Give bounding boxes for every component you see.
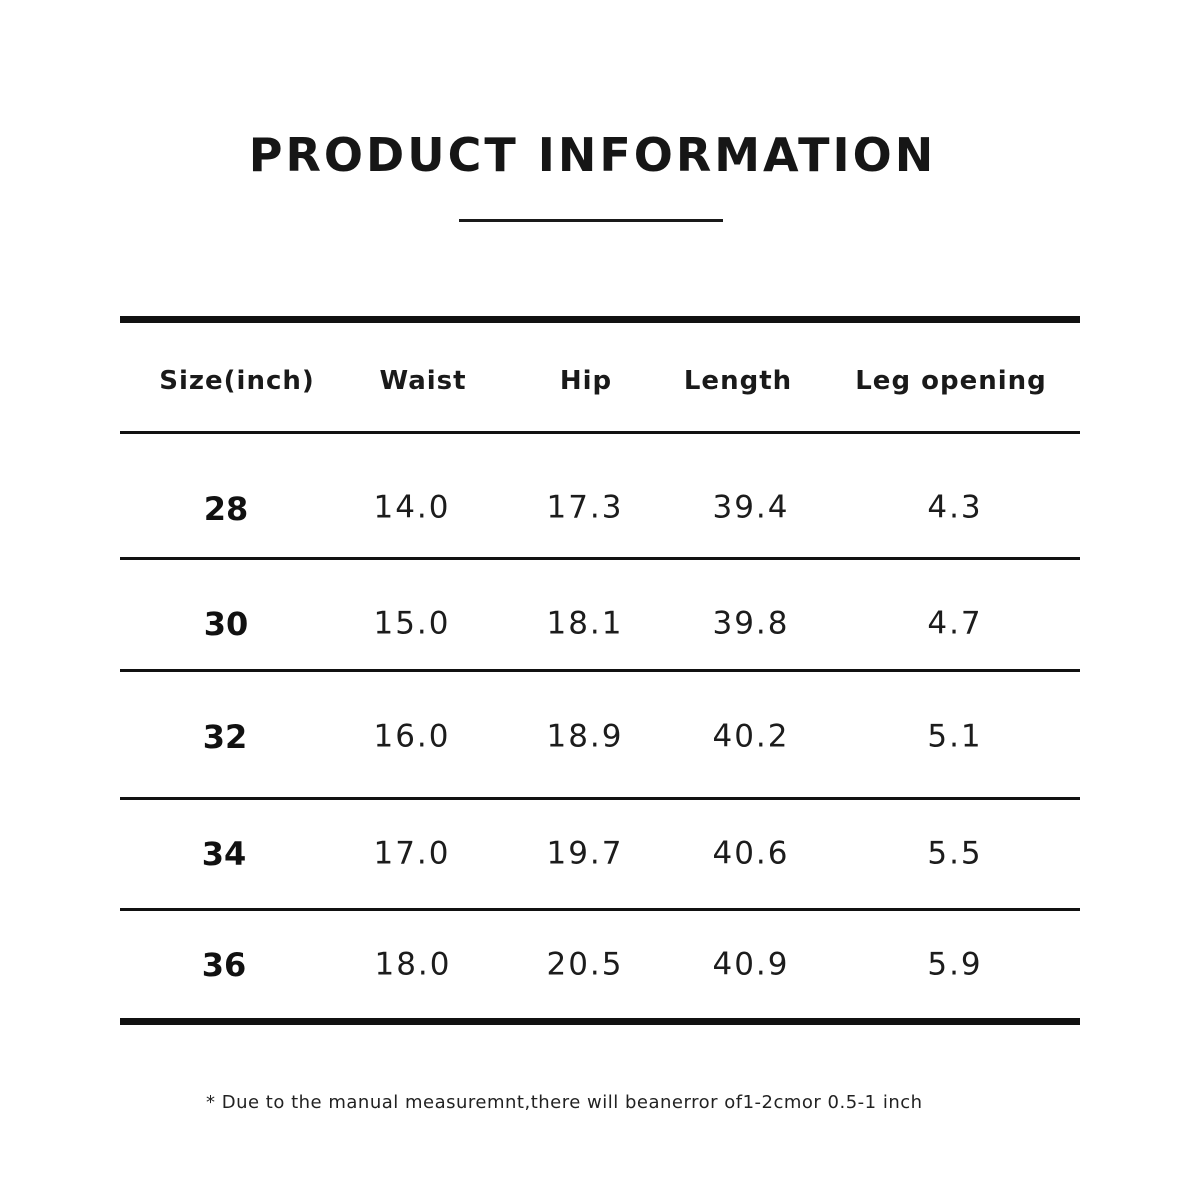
cell-length: 40.9 [712, 946, 790, 983]
cell-size: 34 [201, 835, 247, 873]
title-underline [459, 219, 723, 222]
cell-hip: 17.3 [546, 489, 624, 526]
cell-waist: 17.0 [373, 835, 451, 872]
row-divider [120, 797, 1080, 800]
cell-size: 36 [201, 946, 247, 984]
cell-leg-opening: 5.5 [927, 835, 983, 872]
cell-waist: 14.0 [373, 489, 451, 526]
row-divider [120, 557, 1080, 560]
cell-waist: 18.0 [374, 946, 452, 983]
cell-size: 32 [202, 718, 248, 756]
header-divider [120, 431, 1080, 434]
cell-leg-opening: 5.1 [927, 718, 983, 755]
header-length: Length [683, 366, 793, 396]
cell-hip: 18.1 [546, 605, 624, 642]
cell-leg-opening: 4.7 [927, 605, 983, 642]
cell-length: 40.2 [712, 718, 790, 755]
cell-leg-opening: 5.9 [927, 946, 983, 983]
header-waist: Waist [379, 366, 467, 396]
header-size: Size(inch) [159, 366, 315, 396]
page-title: PRODUCT INFORMATION [248, 128, 937, 182]
cell-hip: 18.9 [546, 718, 624, 755]
cell-waist: 15.0 [373, 605, 451, 642]
cell-leg-opening: 4.3 [927, 489, 983, 526]
cell-length: 39.4 [712, 489, 790, 526]
cell-size: 30 [203, 605, 249, 643]
cell-length: 39.8 [712, 605, 790, 642]
table-top-rule [120, 316, 1080, 323]
cell-hip: 19.7 [546, 835, 624, 872]
row-divider [120, 908, 1080, 911]
header-leg-opening: Leg opening [855, 366, 1047, 396]
cell-length: 40.6 [712, 835, 790, 872]
row-divider [120, 669, 1080, 672]
header-hip: Hip [559, 366, 613, 396]
cell-hip: 20.5 [546, 946, 624, 983]
footnote: * Due to the manual measuremnt,there wil… [206, 1092, 923, 1113]
cell-size: 28 [203, 490, 249, 528]
cell-waist: 16.0 [373, 718, 451, 755]
table-bottom-rule [120, 1018, 1080, 1025]
